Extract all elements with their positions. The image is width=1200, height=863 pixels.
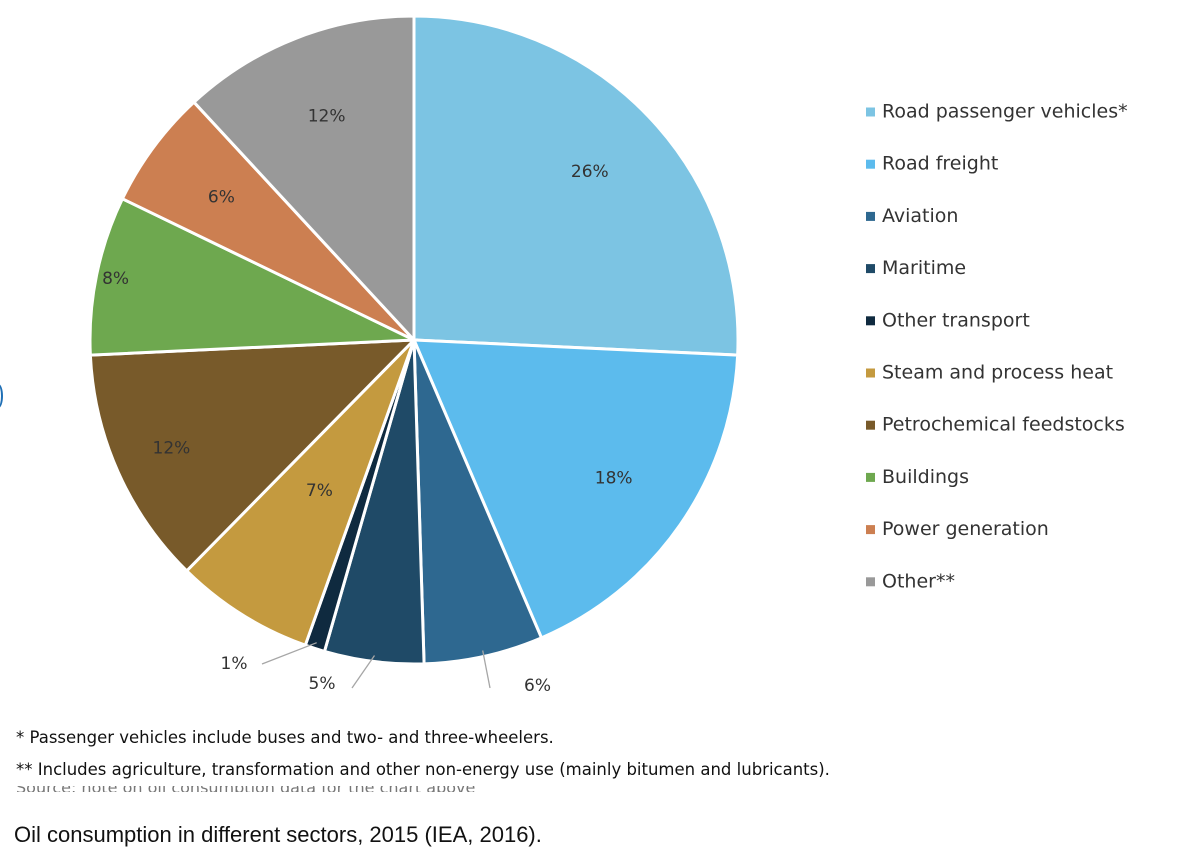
legend-swatch-aviation bbox=[866, 211, 875, 221]
legend-swatch-road-passenger-vehicles bbox=[866, 107, 875, 117]
clipped-text-line: Source: note on oil consumption data for… bbox=[16, 786, 576, 792]
leader-lines bbox=[261, 642, 491, 689]
legend-swatch-road-freight bbox=[866, 159, 875, 169]
leader-line-other-transport bbox=[261, 642, 317, 665]
legend-label-petrochemical-feedstocks: Petrochemical feedstocks bbox=[882, 414, 1125, 436]
footnote-passenger-vehicles: * Passenger vehicles include buses and t… bbox=[16, 728, 554, 747]
data-label-road-freight: 18% bbox=[595, 469, 633, 489]
data-label-buildings: 8% bbox=[102, 269, 129, 289]
data-label-aviation: 6% bbox=[524, 676, 551, 696]
legend-label-other: Other** bbox=[882, 570, 955, 592]
legend-label-road-passenger-vehicles: Road passenger vehicles* bbox=[882, 101, 1128, 123]
data-label-other-transport: 1% bbox=[221, 654, 248, 674]
pie-slice-road-passenger-vehicles bbox=[412, 14, 740, 357]
data-label-maritime: 5% bbox=[309, 674, 336, 694]
pie-slices bbox=[88, 14, 740, 666]
legend-label-steam-and-process-heat: Steam and process heat bbox=[882, 362, 1113, 384]
pie-chart: 26% 18% 6% 5% 1% 7% 12% 8% 6% 12% Road passenger … bbox=[88, 14, 1128, 696]
pie-slice-other bbox=[191, 14, 416, 344]
data-label-steam-and-process-heat: 7% bbox=[306, 481, 333, 501]
legend-swatch-maritime bbox=[866, 264, 875, 274]
pie-slice-steam-and-process-heat bbox=[184, 338, 416, 648]
legend-swatch-power-generation bbox=[866, 525, 875, 535]
legend-swatch-other bbox=[866, 577, 875, 587]
legend-label-buildings: Buildings bbox=[882, 466, 969, 488]
legend-label-other-transport: Other transport bbox=[882, 309, 1030, 331]
legend-swatch-petrochemical-feedstocks bbox=[866, 420, 875, 430]
pie-slice-petrochemical-feedstocks bbox=[88, 338, 418, 574]
pie-slice-buildings bbox=[88, 196, 415, 357]
data-label-petrochemical-feedstocks: 12% bbox=[153, 438, 191, 458]
legend-label-road-freight: Road freight bbox=[882, 153, 998, 175]
leader-line-aviation bbox=[482, 650, 491, 689]
data-label-power-generation: 6% bbox=[208, 187, 235, 207]
legend-swatch-steam-and-process-heat bbox=[866, 368, 875, 378]
legend-swatch-buildings bbox=[866, 472, 875, 482]
pie-slice-power-generation bbox=[120, 100, 416, 342]
legend-swatch-other-transport bbox=[866, 316, 875, 326]
data-labels: 26% 18% 6% 5% 1% 7% 12% 8% 6% 12% bbox=[102, 107, 632, 696]
leader-line-maritime bbox=[351, 655, 376, 689]
figure-caption: Oil consumption in different sectors, 20… bbox=[14, 822, 542, 847]
legend-label-power-generation: Power generation bbox=[882, 518, 1049, 540]
legend-label-maritime: Maritime bbox=[882, 257, 966, 279]
data-label-road-passenger-vehicles: 26% bbox=[571, 162, 609, 182]
footnote-other: ** Includes agriculture, transformation … bbox=[16, 760, 830, 779]
pie-slice-road-freight bbox=[411, 338, 740, 640]
data-label-other: 12% bbox=[308, 107, 346, 127]
legend-label-aviation: Aviation bbox=[882, 205, 958, 227]
legend: Road passenger vehicles* Road freight Avia… bbox=[866, 101, 1128, 592]
